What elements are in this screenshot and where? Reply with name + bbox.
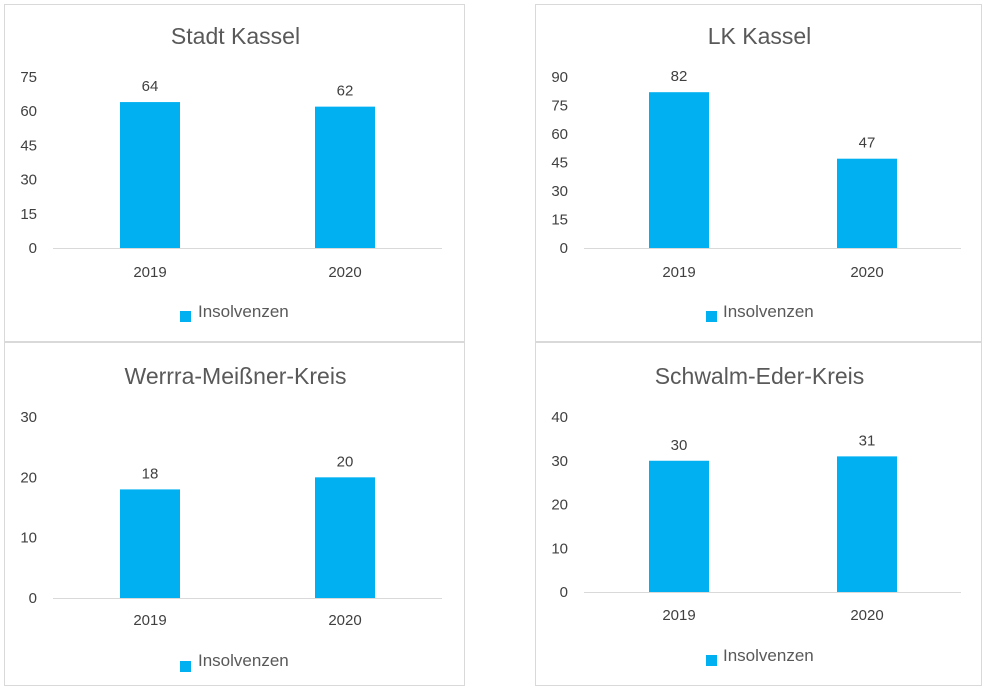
y-tick-label: 15 — [551, 212, 568, 229]
y-tick-label: 60 — [20, 103, 37, 120]
bar-chart: Schwalm-Eder-Kreis 0 10 20 30 40 30 2019 31 2020 I… — [551, 363, 961, 666]
data-label: 64 — [142, 78, 159, 95]
data-label: 18 — [142, 465, 159, 482]
y-tick-label: 0 — [29, 590, 37, 607]
data-label: 47 — [859, 135, 876, 152]
x-tick-label: 2019 — [662, 607, 695, 624]
bar-chart: LK Kassel 0 15 30 45 60 75 90 82 2019 47 2020 Insolv… — [551, 23, 961, 322]
legend-label: Insolvenzen — [723, 302, 814, 321]
y-tick-label: 90 — [551, 69, 568, 86]
bar — [120, 489, 180, 598]
legend-label: Insolvenzen — [198, 651, 289, 670]
y-tick-label: 30 — [551, 183, 568, 200]
bar — [837, 456, 897, 592]
bar-chart: Stadt Kassel 0 15 30 45 60 75 64 2019 62 2020 Insol… — [20, 23, 442, 322]
y-tick-label: 30 — [20, 172, 37, 189]
y-tick-label: 75 — [20, 69, 37, 86]
y-tick-label: 15 — [20, 206, 37, 223]
y-tick-label: 10 — [20, 530, 37, 547]
y-tick-label: 45 — [551, 155, 568, 172]
legend-label: Insolvenzen — [723, 646, 814, 665]
legend-swatch — [706, 311, 717, 322]
y-tick-label: 20 — [20, 469, 37, 486]
bar — [837, 158, 897, 248]
y-tick-label: 30 — [20, 409, 37, 426]
bar — [315, 106, 375, 248]
x-tick-label: 2019 — [133, 612, 166, 629]
chart-panel-stadt-kassel: Stadt Kassel 0 15 30 45 60 75 64 2019 62 2020 Insol… — [4, 4, 465, 342]
x-tick-label: 2020 — [850, 607, 883, 624]
bar — [315, 477, 375, 598]
legend-swatch — [180, 311, 191, 322]
x-tick-label: 2019 — [133, 264, 166, 281]
y-tick-label: 30 — [551, 453, 568, 470]
x-tick-label: 2019 — [662, 264, 695, 281]
y-tick-label: 0 — [560, 584, 568, 601]
x-tick-label: 2020 — [328, 264, 361, 281]
chart-title: Werrra-Meißner-Kreis — [125, 363, 347, 389]
data-label: 20 — [337, 453, 354, 470]
bar — [649, 460, 709, 592]
y-tick-label: 60 — [551, 126, 568, 143]
bar — [120, 102, 180, 248]
y-tick-label: 45 — [20, 137, 37, 154]
y-tick-label: 75 — [551, 98, 568, 115]
chart-title: Stadt Kassel — [171, 23, 300, 49]
chart-panel-lk-kassel: LK Kassel 0 15 30 45 60 75 90 82 2019 47 2020 Insolv… — [535, 4, 982, 342]
data-label: 62 — [337, 83, 354, 100]
data-label: 31 — [859, 432, 876, 449]
legend-swatch — [180, 661, 191, 672]
y-tick-label: 40 — [551, 409, 568, 426]
bar — [649, 92, 709, 248]
bar-chart: Werrra-Meißner-Kreis0102030182019202020I… — [20, 363, 442, 672]
chart-title: Schwalm-Eder-Kreis — [655, 363, 865, 389]
y-tick-label: 20 — [551, 497, 568, 514]
chart-title: LK Kassel — [708, 23, 812, 49]
y-tick-label: 10 — [551, 540, 568, 557]
data-label: 82 — [671, 68, 688, 85]
x-tick-label: 2020 — [850, 264, 883, 281]
chart-panel-schwalm-eder-kreis: Schwalm-Eder-Kreis 0 10 20 30 40 30 2019 31 2020 I… — [535, 342, 982, 686]
data-label: 30 — [671, 437, 688, 454]
chart-panel-werra-meissner-kreis: Werrra-Meißner-Kreis 0 10 20 30 18 2019 20 2020 I… — [4, 342, 465, 686]
y-tick-label: 0 — [29, 240, 37, 257]
y-tick-label: 0 — [560, 240, 568, 257]
legend-swatch — [706, 655, 717, 666]
x-tick-label: 2020 — [328, 612, 361, 629]
legend-label: Insolvenzen — [198, 302, 289, 321]
